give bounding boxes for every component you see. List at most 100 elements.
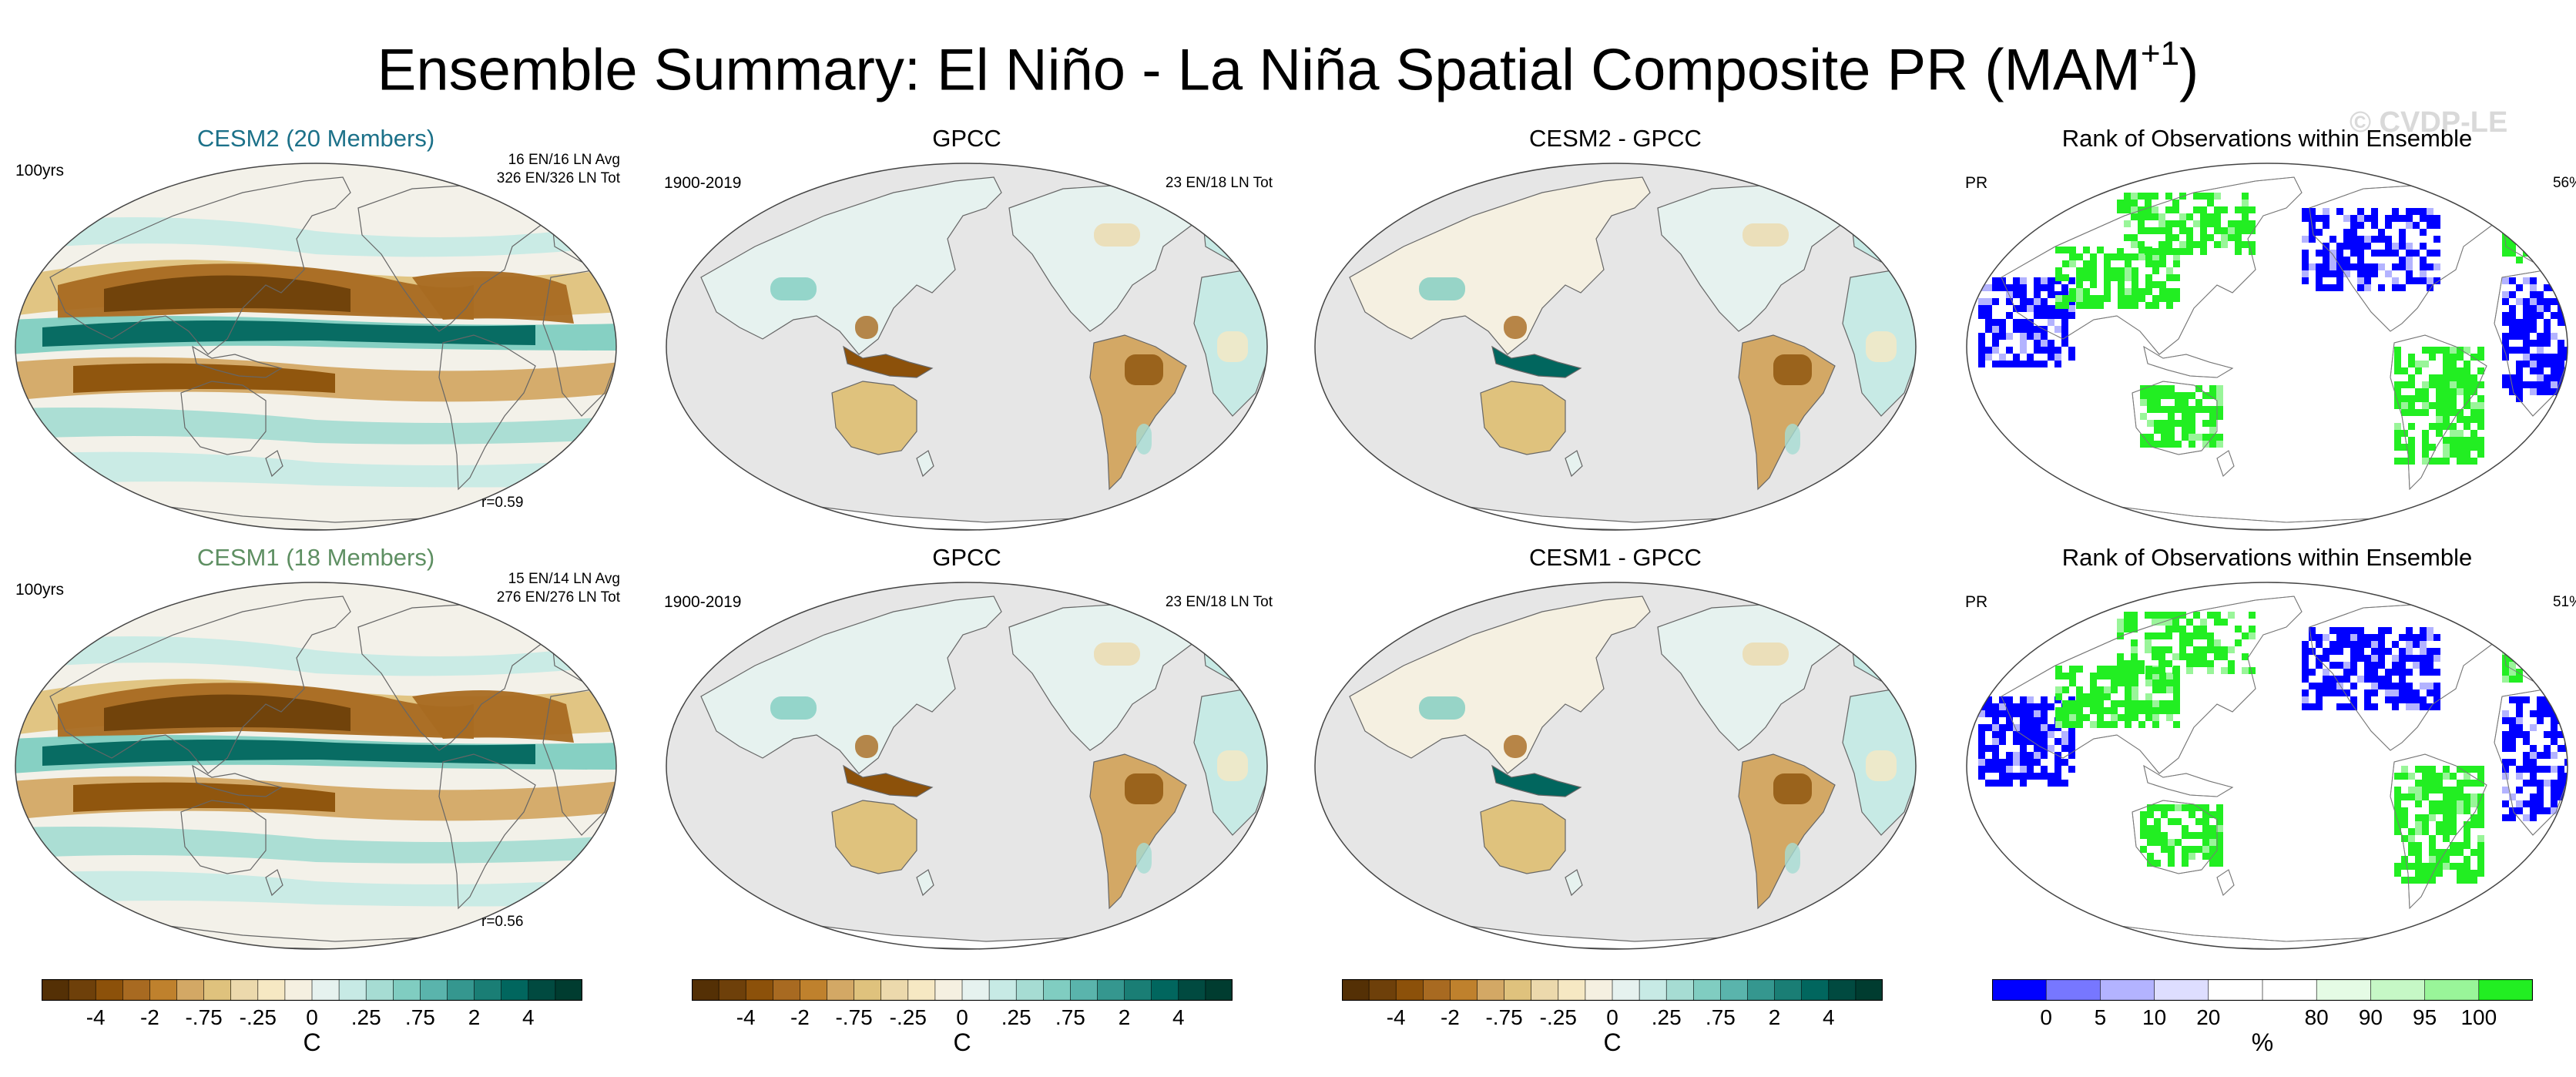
rank-cell [2502, 634, 2509, 641]
rank-cell [2450, 381, 2457, 388]
rank-cell [2165, 234, 2172, 241]
rank-cell [2118, 288, 2125, 295]
rank-cell [2544, 766, 2551, 773]
rank-cell [2436, 402, 2443, 409]
rank-cell [2401, 793, 2408, 800]
rank-cell [2168, 420, 2175, 427]
rank-cell [2530, 724, 2537, 731]
rank-cell [2104, 707, 2111, 714]
rank-cell [2054, 312, 2061, 319]
rank-cell [2242, 667, 2249, 674]
rank-cell [2182, 853, 2189, 860]
map-frame [666, 163, 1268, 531]
rank-cell [2161, 846, 2168, 853]
rank-cell [2422, 877, 2429, 884]
colorbar-swatch [1205, 979, 1233, 1001]
rank-cell [2048, 312, 2054, 319]
rank-cell [2470, 821, 2477, 828]
rank-cell [2055, 247, 2062, 253]
rank-cell [2041, 340, 2048, 347]
rank-cell [2420, 229, 2427, 236]
colorbar-swatch [2208, 979, 2263, 1001]
rank-cell [2131, 646, 2138, 653]
rank-cell [2117, 248, 2124, 255]
rank-cell [2166, 707, 2173, 714]
rank-cell [2551, 215, 2558, 222]
rank-cell [2343, 236, 2350, 243]
rank-cell [2125, 288, 2132, 295]
rank-cell [2048, 731, 2054, 738]
panel-title: GPCC [932, 125, 1001, 152]
rank-cell [2202, 853, 2209, 860]
rank-cell [2413, 689, 2420, 696]
rank-cell [1978, 361, 1985, 367]
rank-cell [2104, 666, 2111, 673]
rank-cell [2020, 738, 2027, 745]
rank-cell [2457, 409, 2464, 416]
rank-cell [2420, 243, 2427, 250]
rank-cell [2420, 641, 2427, 648]
colorbar-swatch [420, 979, 448, 1001]
rank-cell [2364, 662, 2371, 669]
rank-cell [2470, 458, 2477, 465]
rank-cell [2394, 821, 2401, 828]
rank-cell [2145, 227, 2152, 234]
rank-cell [2450, 347, 2457, 354]
rank-cell [2523, 627, 2530, 634]
rank-cell [2502, 381, 2509, 388]
rank-cell [2392, 662, 2399, 669]
rank-cell [2054, 766, 2061, 773]
rank-cell [2147, 853, 2154, 860]
rank-cell [2427, 284, 2433, 291]
rank-cell [2186, 639, 2193, 646]
rank-cell [2523, 814, 2530, 821]
map-gpcc-1 [666, 163, 1268, 531]
rank-cell [2062, 295, 2069, 302]
rank-cell [2436, 800, 2443, 807]
rank-cell [2436, 780, 2443, 787]
rank-cell [2464, 870, 2470, 877]
rank-cell [2083, 295, 2090, 302]
rank-cell [2544, 627, 2551, 634]
field-band [42, 740, 535, 766]
rank-cell [2443, 807, 2450, 814]
rank-cell [2537, 291, 2544, 298]
rank-cell [2166, 686, 2173, 693]
rank-cell [2350, 243, 2357, 250]
rank-cell [2221, 667, 2228, 674]
rank-cell [2502, 277, 2509, 284]
rank-cell [2429, 814, 2436, 821]
rank-cell [2537, 312, 2544, 319]
rank-cell [2125, 721, 2132, 728]
rank-cell [2551, 222, 2558, 229]
rank-cell [2159, 707, 2166, 714]
rank-cell [2564, 381, 2568, 388]
rank-cell [2152, 281, 2159, 288]
rank-cell [1992, 277, 1999, 284]
rank-cell [2401, 444, 2408, 451]
rank-cell [2165, 206, 2172, 213]
rank-cell [2509, 793, 2516, 800]
rank-cell [2433, 634, 2440, 641]
rank-cell [2558, 222, 2564, 229]
rank-cell [2041, 298, 2048, 305]
rank-cell [2138, 660, 2145, 667]
rank-cell [2316, 277, 2323, 284]
rank-cell [2020, 731, 2027, 738]
rank-cell [2013, 752, 2020, 759]
rank-cell [2202, 420, 2209, 427]
rank-cell [2154, 818, 2161, 825]
rank-cell [2429, 347, 2436, 354]
rank-cell [2436, 458, 2443, 465]
rank-cell [2173, 700, 2180, 707]
rank-cell [2516, 257, 2523, 263]
rank-cell [2309, 236, 2316, 243]
rank-cell [2159, 260, 2166, 267]
rank-cell [2172, 248, 2179, 255]
rank-cell [2323, 676, 2329, 683]
rank-cell [2433, 648, 2440, 655]
rank-cell [2207, 646, 2214, 653]
rank-cell [2530, 780, 2537, 787]
rank-cell [2221, 241, 2228, 248]
rank-cell [2408, 773, 2415, 780]
